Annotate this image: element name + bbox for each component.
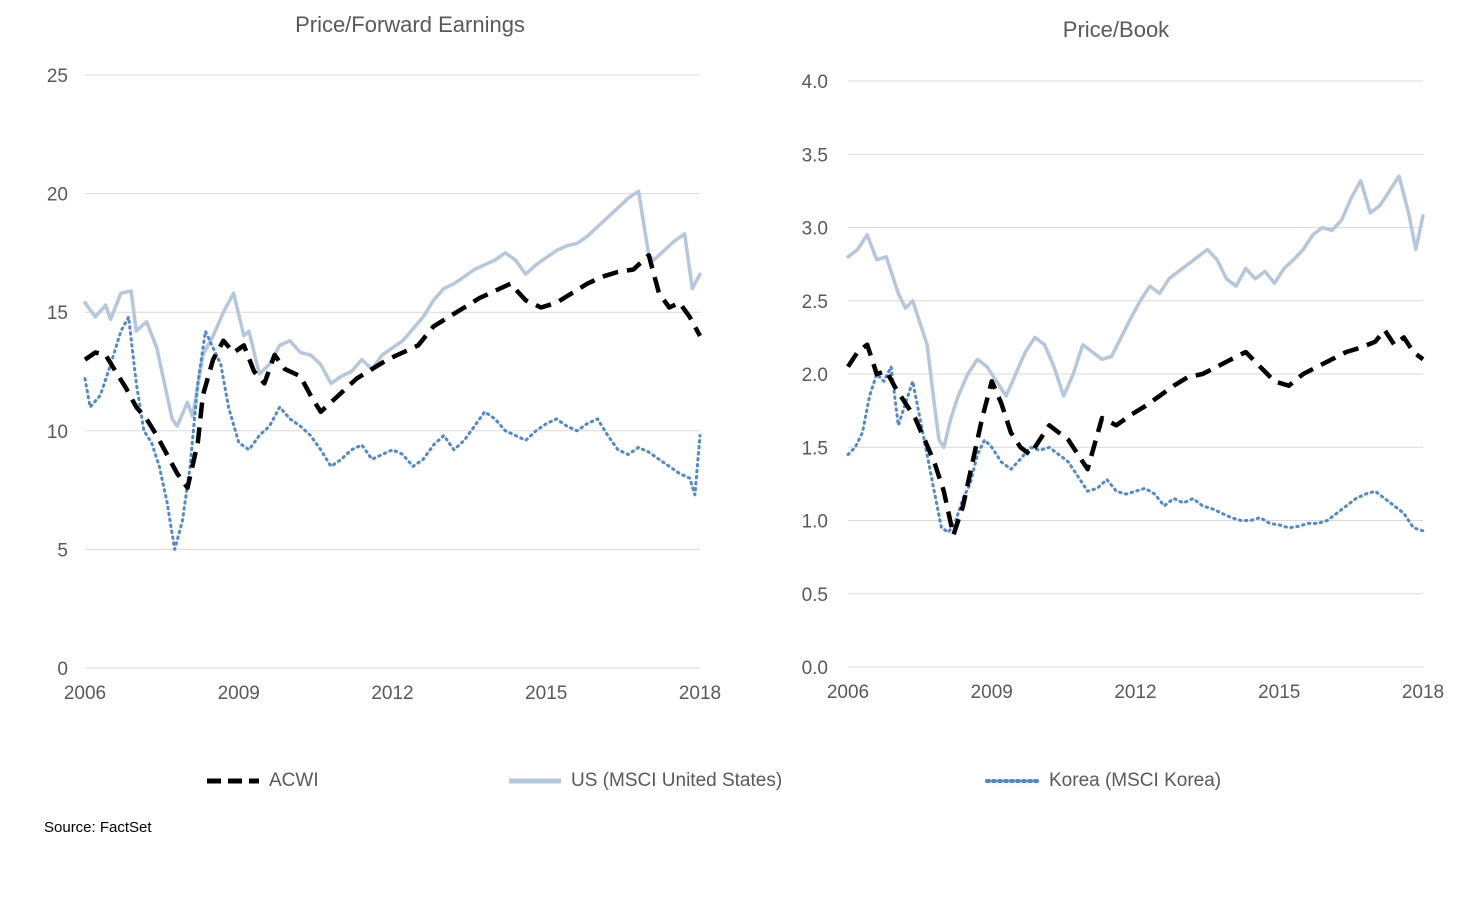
x-tick-label: 2006 (827, 682, 869, 703)
y-tick-label: 2.0 (802, 365, 828, 386)
x-tick-label: 2015 (1258, 682, 1300, 703)
chart-title: Price/Book (1063, 17, 1170, 42)
legend-item-korea[interactable]: Korea (MSCI Korea) (985, 770, 1221, 792)
y-tick-label: 15 (47, 303, 68, 324)
x-tick-label: 2015 (525, 683, 567, 704)
chart-price-forward-earnings: Price/Forward Earnings 0 5 10 15 20 25 2006 200… (47, 12, 721, 704)
y-tick-label: 0 (57, 659, 68, 680)
y-tick-label: 0.0 (802, 658, 828, 679)
y-tick-label: 10 (47, 422, 68, 443)
legend-label: Korea (MSCI Korea) (1049, 770, 1222, 791)
legend-item-us[interactable]: US (MSCI United States) (507, 770, 782, 792)
series-line-acwi (846, 327, 1425, 538)
y-tick-label: 25 (47, 66, 68, 87)
x-tick-label: 2009 (971, 682, 1013, 703)
y-tick-label: 3.0 (802, 219, 828, 240)
legend: ACWI US (MSCI United States) Korea (MSCI… (0, 770, 1458, 800)
y-tick-label: 4.0 (802, 72, 828, 93)
x-tick-label: 2009 (218, 683, 260, 704)
legend-label: ACWI (269, 770, 319, 791)
series-line-korea (83, 315, 702, 551)
y-tick-label: 0.5 (802, 585, 828, 606)
series-line-us (83, 189, 702, 428)
series-line-korea (846, 365, 1425, 534)
chart-price-book: Price/Book 0.0 0.5 1.0 1.5 2.0 2.5 3.0 3.5 4.0 20… (802, 17, 1445, 703)
legend-label: US (MSCI United States) (571, 770, 783, 791)
legend-swatch-dotted (985, 779, 1041, 783)
y-tick-label: 20 (47, 185, 68, 206)
x-tick-label: 2018 (1402, 682, 1444, 703)
y-tick-label: 1.0 (802, 512, 828, 533)
series-line-us (846, 174, 1425, 450)
x-tick-label: 2012 (1114, 682, 1156, 703)
chart-title: Price/Forward Earnings (295, 12, 525, 37)
x-tick-label: 2006 (64, 683, 106, 704)
y-tick-label: 3.5 (802, 145, 828, 166)
legend-swatch-solid (509, 778, 561, 784)
y-tick-label: 5 (57, 540, 68, 561)
legend-swatch-dashed (207, 778, 259, 784)
x-tick-label: 2012 (371, 683, 413, 704)
x-tick-label: 2018 (679, 683, 721, 704)
series-line-acwi (83, 253, 702, 490)
y-tick-label: 1.5 (802, 438, 828, 459)
y-tick-label: 2.5 (802, 292, 828, 313)
legend-item-acwi[interactable]: ACWI (205, 770, 319, 792)
source-note: Source: FactSet (44, 819, 152, 836)
